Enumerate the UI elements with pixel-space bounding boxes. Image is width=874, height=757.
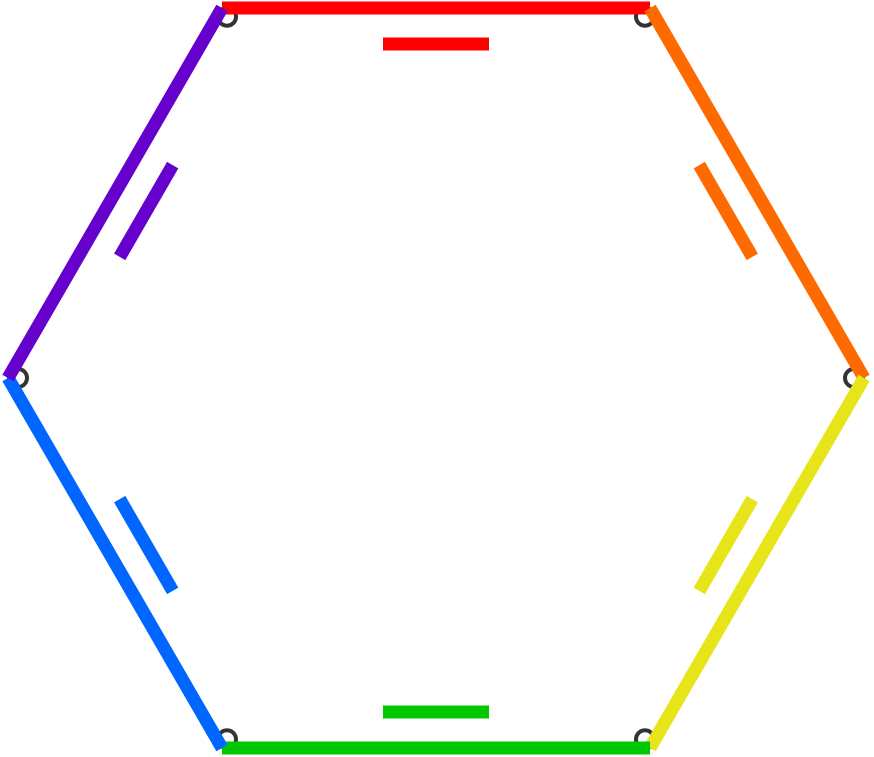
side-upper-right: [644, 4, 870, 382]
parallel-marker-lower-right: [693, 495, 758, 595]
parallel-markers: [114, 37, 758, 719]
side-lower-left: [2, 374, 228, 752]
side-lower-right: [644, 374, 870, 752]
side-upper-left: [2, 4, 228, 382]
parallel-marker-lower-left: [114, 495, 179, 595]
parallel-marker-upper-right: [693, 161, 758, 261]
parallel-marker-upper-left: [114, 161, 179, 261]
vertex-markers: [7, 5, 865, 751]
